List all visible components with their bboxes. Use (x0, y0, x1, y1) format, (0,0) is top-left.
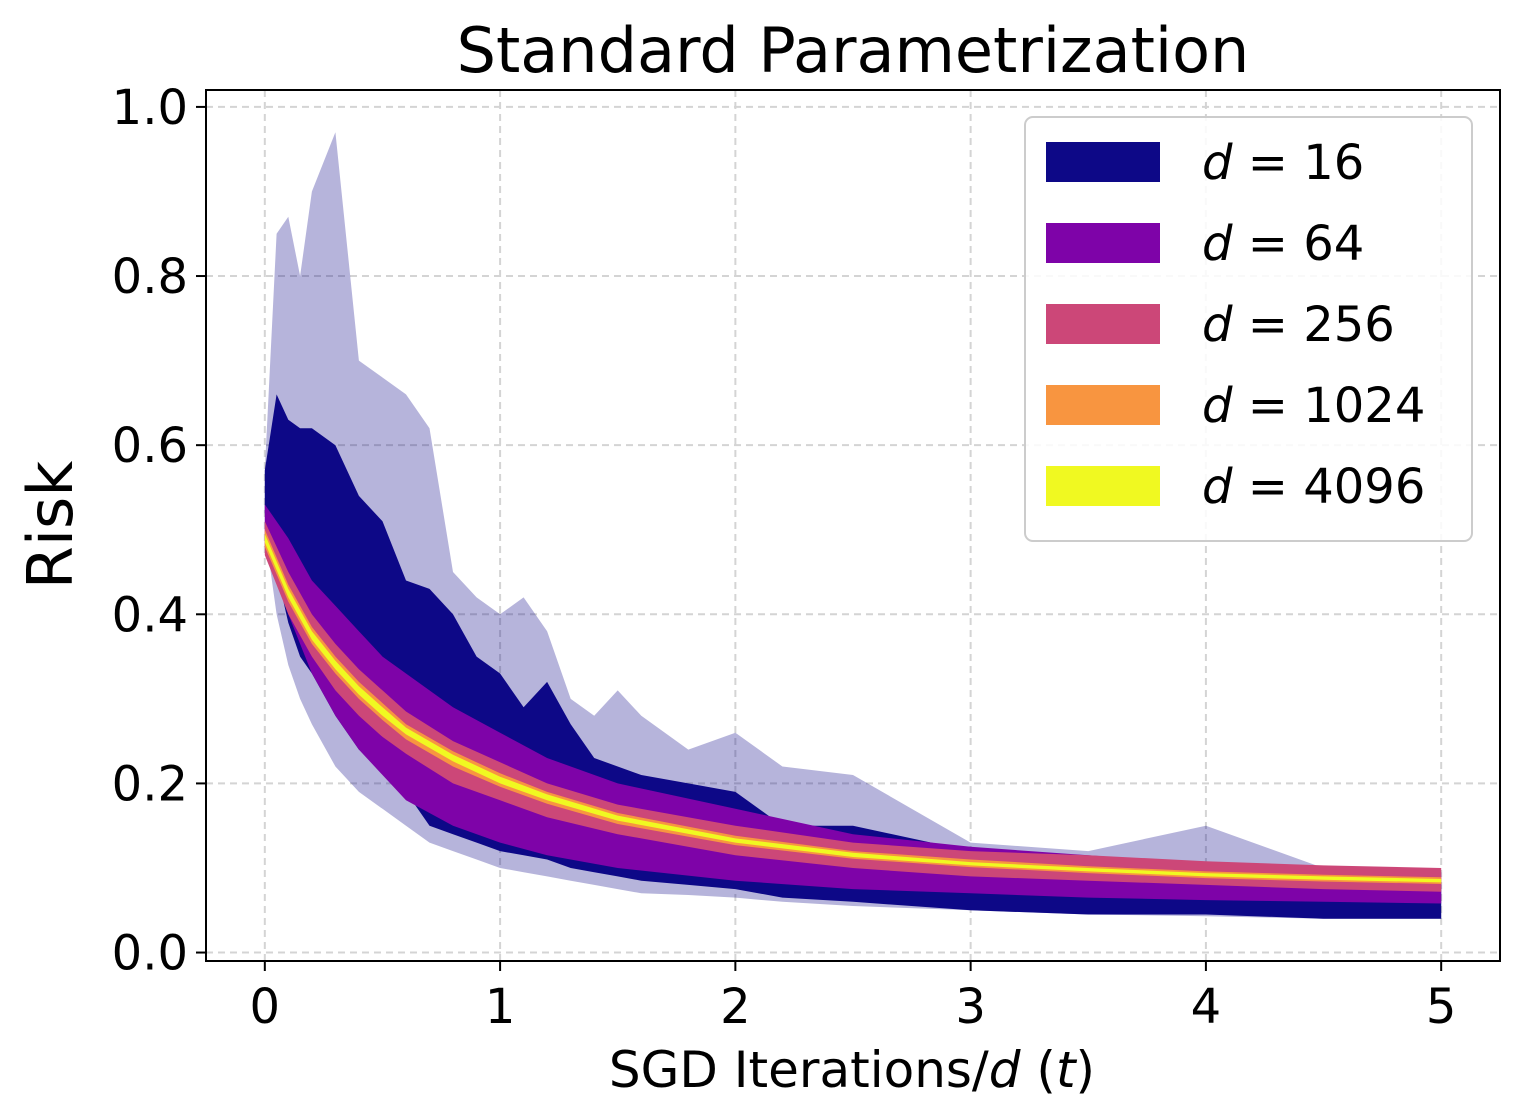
x-tick-label-0: 0 (250, 979, 281, 1035)
y-tick-label-0: 0.0 (112, 926, 188, 982)
x-axis-label-close: ) (1076, 1041, 1096, 1099)
y-tick-label-2: 0.4 (112, 587, 188, 643)
legend-swatch-256 (1046, 304, 1160, 344)
chart-title: Standard Parametrization (457, 14, 1250, 87)
y-tick-label-4: 0.8 (112, 249, 188, 305)
legend-swatch-64 (1046, 223, 1160, 263)
x-axis-label-t: t (1056, 1041, 1078, 1099)
legend-label-16: d = 16 (1202, 135, 1364, 191)
legend-label-256: d = 256 (1202, 297, 1395, 353)
x-tick-label-4: 4 (1191, 979, 1222, 1035)
y-axis-label: Risk (14, 461, 87, 590)
axis-ticks: 0 1 2 3 4 5 0.0 0.2 0.4 0.6 0.8 1.0 (112, 80, 1457, 1035)
y-tick-label-3: 0.6 (112, 418, 188, 474)
x-tick-label-1: 1 (485, 979, 516, 1035)
x-axis-label: SGD Iterations/d (t) (609, 1041, 1095, 1099)
legend-swatch-16 (1046, 142, 1160, 182)
x-tick-label-3: 3 (955, 979, 986, 1035)
y-tick-label-5: 1.0 (112, 80, 188, 136)
x-tick-label-5: 5 (1426, 979, 1457, 1035)
bands (264, 132, 1442, 919)
plot-frame (205, 89, 1501, 962)
x-axis-label-d: d (989, 1041, 1021, 1099)
legend-swatch-4096 (1046, 466, 1160, 506)
legend-label-1024: d = 1024 (1202, 378, 1425, 434)
y-tick-label-1: 0.2 (112, 756, 188, 812)
x-tick-label-2: 2 (720, 979, 751, 1035)
legend-swatch-1024 (1046, 385, 1160, 425)
legend-label-4096: d = 4096 (1202, 459, 1425, 515)
legend: d = 16 d = 64 d = 256 d = 1024 d = 4096 (1024, 116, 1473, 542)
legend-label-64: d = 64 (1202, 216, 1364, 272)
x-axis-label-prefix: SGD Iterations/ (609, 1041, 989, 1099)
x-axis-label-open: ( (1021, 1041, 1056, 1099)
